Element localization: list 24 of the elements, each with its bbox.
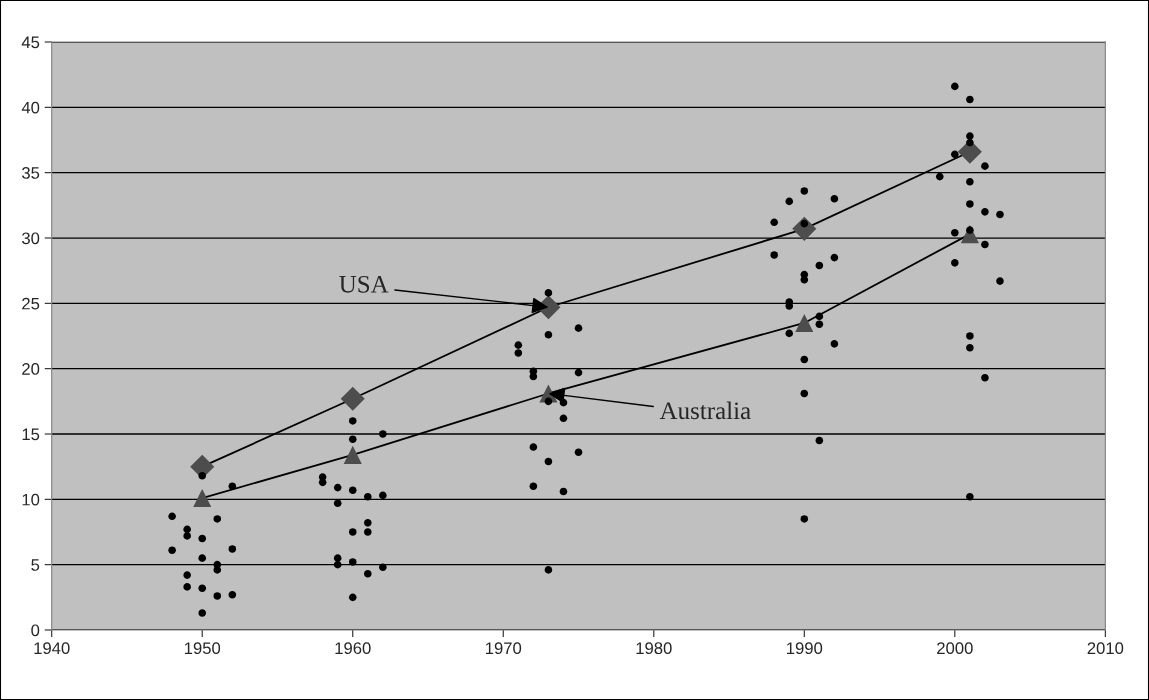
x-tick-label: 2010 <box>1087 642 1124 655</box>
y-tick-label: 20 <box>22 363 40 375</box>
y-tick-label: 5 <box>31 559 40 571</box>
y-tick-label: 0 <box>31 624 40 637</box>
x-tick-label: 2000 <box>937 642 973 655</box>
x-tick-label: 1980 <box>636 642 672 655</box>
x-tick-label: 1940 <box>34 642 70 655</box>
point <box>343 445 362 464</box>
annotation: Australia <box>659 401 751 420</box>
y-tick-label: 40 <box>21 101 40 114</box>
point <box>193 488 212 508</box>
y-tick-label: 10 <box>22 493 40 506</box>
x-tick-label: 1970 <box>486 642 522 655</box>
annotation: USA <box>339 275 389 293</box>
x-tick-label: 1950 <box>184 642 221 655</box>
point <box>795 313 814 332</box>
y-tick-label: 15 <box>22 428 40 441</box>
x-tick-label: 1990 <box>787 642 823 655</box>
y-tick-label: 45 <box>21 36 40 49</box>
x-tick-label: 1960 <box>335 642 371 655</box>
point <box>340 386 365 411</box>
y-tick-label: 25 <box>22 297 40 310</box>
y-tick-label: 35 <box>22 167 40 179</box>
y-tick-label: 30 <box>22 232 40 245</box>
